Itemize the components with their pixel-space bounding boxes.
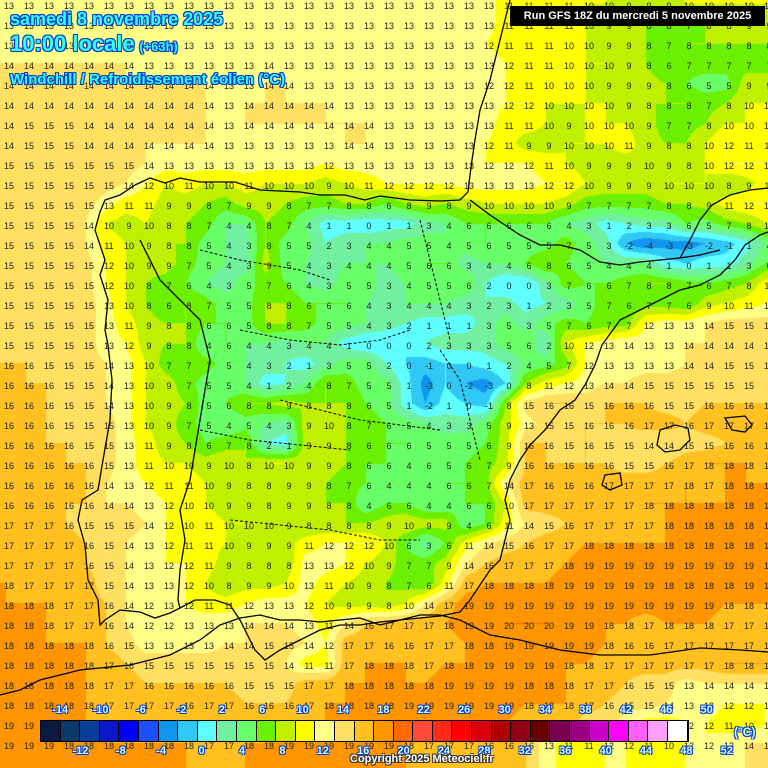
- legend-swatch: [589, 721, 610, 741]
- legend-tick-top: 14: [336, 704, 350, 716]
- legend-tick-top: 38: [579, 704, 592, 716]
- legend-tick-top: 18: [377, 704, 390, 716]
- legend-tick-top: 34: [538, 704, 552, 716]
- legend-swatch: [432, 721, 453, 741]
- legend-tick-top: 6: [259, 704, 266, 716]
- legend-swatch: [472, 721, 492, 741]
- legend-tick-bottom: -12: [72, 745, 89, 757]
- legend-tick-top: 30: [498, 704, 511, 716]
- legend-swatch: [60, 721, 81, 741]
- unit-label: (°C): [734, 725, 756, 739]
- legend-swatch: [354, 721, 375, 741]
- legend-swatch: [491, 721, 512, 741]
- legend-swatch: [178, 721, 198, 741]
- model-run-label: Run GFS 18Z du mercredi 5 novembre 2025: [510, 6, 765, 26]
- legend-swatch: [668, 721, 688, 741]
- legend-tick-bottom: -8: [115, 745, 126, 757]
- parameter-title: Windchill / Refroidissement éolien (°C): [10, 71, 286, 88]
- legend-tick-bottom: 16: [357, 745, 370, 757]
- legend-tick-top: -10: [92, 704, 109, 716]
- legend-swatch: [609, 721, 629, 741]
- legend-tick-bottom: -4: [156, 745, 167, 757]
- legend-swatch: [295, 721, 316, 741]
- forecast-time-line: 10:00 locale (+63h): [10, 31, 178, 57]
- legend-tick-bottom: 40: [599, 745, 612, 757]
- legend-swatch: [550, 721, 571, 741]
- legend-tick-bottom: 20: [397, 745, 410, 757]
- legend-swatch: [511, 721, 531, 741]
- legend-swatch: [628, 721, 649, 741]
- legend-swatch: [80, 721, 100, 741]
- legend-swatch: [413, 721, 433, 741]
- legend-swatch: [256, 721, 277, 741]
- legend-tick-bottom: 44: [639, 745, 653, 757]
- legend-swatch: [393, 721, 414, 741]
- color-legend-bar: [40, 720, 689, 742]
- legend-swatch: [41, 721, 61, 741]
- legend-tick-top: -14: [52, 704, 69, 716]
- legend-tick-top: 26: [458, 704, 471, 716]
- legend-swatch: [315, 721, 335, 741]
- legend-swatch: [158, 721, 179, 741]
- forecast-offset: (+63h): [139, 39, 178, 54]
- legend-tick-bottom: 32: [518, 745, 531, 757]
- legend-tick-bottom: 0: [198, 745, 205, 757]
- legend-swatch: [138, 721, 159, 741]
- legend-tick-bottom: 36: [559, 745, 572, 757]
- legend-swatch: [99, 721, 120, 741]
- legend-tick-bottom: 48: [680, 745, 693, 757]
- legend-tick-top: 22: [417, 704, 430, 716]
- legend-tick-bottom: 8: [279, 745, 286, 757]
- legend-swatch: [648, 721, 668, 741]
- legend-swatch: [334, 721, 355, 741]
- legend-swatch: [217, 721, 237, 741]
- legend-tick-top: -6: [136, 704, 146, 716]
- legend-tick-top: 42: [619, 704, 632, 716]
- legend-tick-top: 46: [660, 704, 673, 716]
- legend-swatch: [197, 721, 218, 741]
- legend-swatch: [452, 721, 473, 741]
- legend-swatch: [374, 721, 394, 741]
- legend-tick-bottom: 12: [316, 745, 329, 757]
- forecast-time: 10:00 locale: [10, 31, 135, 56]
- copyright-text: Copyright 2025 Meteociel.fr: [350, 753, 494, 765]
- legend-tick-top: 10: [296, 704, 309, 716]
- legend-swatch: [570, 721, 590, 741]
- legend-tick-bottom: 24: [437, 745, 451, 757]
- legend-tick-top: -2: [176, 704, 187, 716]
- legend-tick-top: 2: [218, 704, 225, 716]
- forecast-date: samedi 8 novembre 2025: [10, 9, 224, 29]
- legend-swatch: [276, 721, 296, 741]
- legend-tick-top: 50: [700, 704, 713, 716]
- legend-tick-bottom: 4: [238, 745, 246, 757]
- legend-tick-bottom: 28: [478, 745, 491, 757]
- legend-swatch: [236, 721, 257, 741]
- legend-tick-bottom: 52: [720, 745, 733, 757]
- legend-swatch: [530, 721, 551, 741]
- legend-swatch: [119, 721, 139, 741]
